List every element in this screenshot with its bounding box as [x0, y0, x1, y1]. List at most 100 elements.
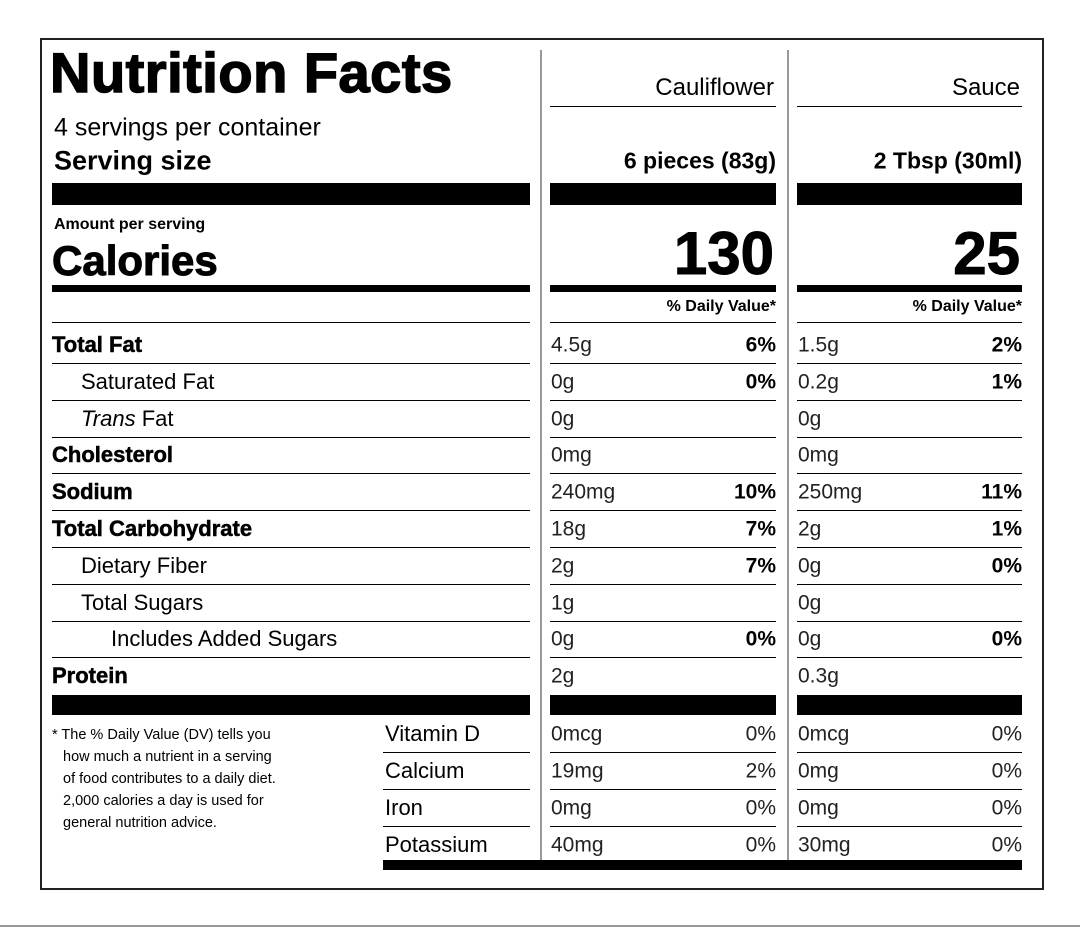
daily-value-header: % Daily Value* [666, 298, 776, 315]
daily-value-header: % Daily Value* [912, 298, 1022, 315]
vitamin-label: Calcium [385, 758, 465, 783]
row-line [550, 752, 776, 753]
row-line [383, 789, 530, 790]
nutrient-amount: 0g [798, 591, 822, 615]
nutrient-amount: 0g [798, 554, 822, 578]
calories-label: Calories [52, 237, 219, 284]
footnote-line: 2,000 calories a day is used for [63, 792, 264, 809]
row-line [52, 510, 530, 512]
row-line [52, 473, 530, 475]
title: Nutrition Facts [49, 41, 453, 104]
nutrient-label-text: Fat [141, 405, 174, 431]
nutrient-daily-value: 7% [745, 517, 776, 541]
nutrient-label-italic: Trans [81, 405, 136, 431]
row-line [550, 583, 776, 585]
vitamin-label: Iron [385, 795, 423, 820]
vitamin-label: Vitamin D [385, 721, 480, 746]
row-line [52, 583, 530, 585]
nutrient-amount: 2g [551, 554, 575, 578]
footnote-line: * The % Daily Value (DV) tells you [52, 726, 271, 743]
vitamin-daily-value: 2% [745, 759, 776, 783]
vitamin-amount: 0mcg [798, 722, 850, 746]
nutrient-daily-value: 10% [733, 480, 776, 504]
vitamin-amount: 40mg [551, 833, 604, 857]
nutrient-amount: 18g [551, 517, 587, 541]
vitamin-amount: 0mg [551, 796, 592, 820]
footnote-line: how much a nutrient in a serving [63, 748, 272, 765]
thick-bar [52, 695, 530, 715]
nutrient-amount: 4.5g [551, 333, 592, 357]
row-line [797, 620, 1022, 622]
nutrient-amount: 0mg [551, 443, 592, 467]
row-line [550, 322, 776, 323]
nutrient-daily-value: 1% [991, 517, 1022, 541]
row-line [550, 363, 776, 364]
nutrient-amount: 0g [798, 627, 822, 651]
vitamin-amount: 0mg [798, 759, 839, 783]
row-line [550, 436, 776, 438]
row-line [550, 473, 776, 475]
nutrient-daily-value: 0% [745, 627, 776, 651]
nutrient-amount: 0g [551, 407, 575, 431]
vitamin-amount: 0mg [798, 796, 839, 820]
thick-bar [550, 183, 776, 205]
footnote-line: of food contributes to a daily diet. [63, 770, 276, 787]
column-serving-size: 2 Tbsp (30ml) [873, 147, 1022, 174]
nutrient-label: Total Carbohydrate [52, 516, 253, 541]
nutrient-daily-value: 2% [991, 333, 1022, 357]
medium-bar [550, 285, 776, 292]
bottom-bar [383, 860, 1022, 870]
column-serving-size: 6 pieces (83g) [623, 147, 776, 174]
column-divider [540, 50, 542, 860]
row-line [797, 657, 1022, 659]
vitamin-label: Potassium [385, 832, 488, 857]
nutrient-label: Total Sugars [81, 589, 204, 615]
nutrient-daily-value: 7% [745, 554, 776, 578]
nutrient-label: Saturated Fat [81, 368, 215, 394]
nutrient-daily-value: 0% [991, 554, 1022, 578]
column-calories: 130 [673, 220, 774, 287]
nutrient-daily-value: 0% [745, 370, 776, 394]
thick-bar [52, 183, 530, 205]
serving-size-label: Serving size [54, 145, 212, 176]
nutrient-amount: 2g [798, 517, 822, 541]
row-line [383, 752, 530, 753]
nutrient-label: Protein [52, 663, 128, 689]
nutrient-label: Dietary Fiber [81, 552, 207, 578]
nutrient-amount: 240mg [551, 480, 616, 504]
column-name: Sauce [951, 74, 1020, 101]
vitamin-amount: 19mg [551, 759, 604, 783]
row-line [550, 657, 776, 659]
medium-bar [52, 285, 530, 292]
column-divider [787, 50, 789, 860]
row-line [797, 789, 1022, 790]
servings-per-container: 4 servings per container [54, 113, 321, 142]
row-line [52, 620, 530, 622]
row-line [797, 547, 1022, 548]
vitamin-daily-value: 0% [991, 796, 1022, 820]
nutrient-amount: 0g [551, 370, 575, 394]
nutrient-label: Sodium [52, 479, 133, 505]
nutrient-amount: 0g [551, 627, 575, 651]
nutrient-amount: 2g [551, 664, 575, 688]
footnote-line: general nutrition advice. [63, 814, 217, 831]
nutrient-amount: 250mg [798, 480, 863, 504]
nutrient-label: Trans Fat [81, 405, 174, 431]
row-line [550, 106, 776, 107]
row-line [52, 399, 530, 401]
row-line [52, 657, 530, 659]
row-line [797, 322, 1022, 323]
thick-bar [797, 695, 1022, 715]
thick-bar [550, 695, 776, 715]
nutrient-label: Includes Added Sugars [111, 626, 338, 652]
vitamin-daily-value: 0% [991, 759, 1022, 783]
column-name: Cauliflower [655, 74, 774, 101]
row-line [797, 583, 1022, 585]
vitamin-amount: 0mcg [551, 722, 603, 746]
thick-bar [797, 183, 1022, 205]
column-calories: 25 [953, 220, 1021, 287]
row-line [797, 826, 1022, 827]
nutrient-daily-value: 0% [991, 627, 1022, 651]
row-line [797, 510, 1022, 512]
